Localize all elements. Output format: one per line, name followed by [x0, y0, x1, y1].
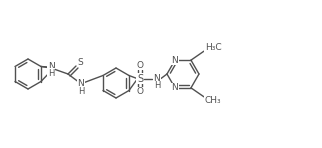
Text: O: O [137, 87, 144, 96]
Text: O: O [137, 61, 144, 70]
Text: N: N [154, 74, 160, 83]
Text: N: N [172, 83, 178, 92]
Text: N: N [48, 62, 54, 70]
Text: N: N [172, 56, 178, 65]
Text: N: N [78, 79, 84, 89]
Text: CH₃: CH₃ [205, 96, 221, 105]
Text: S: S [137, 74, 143, 83]
Text: H: H [78, 86, 84, 95]
Text: H: H [154, 81, 160, 90]
Text: S: S [77, 58, 83, 66]
Text: H: H [48, 69, 54, 78]
Text: H₃C: H₃C [205, 43, 221, 52]
